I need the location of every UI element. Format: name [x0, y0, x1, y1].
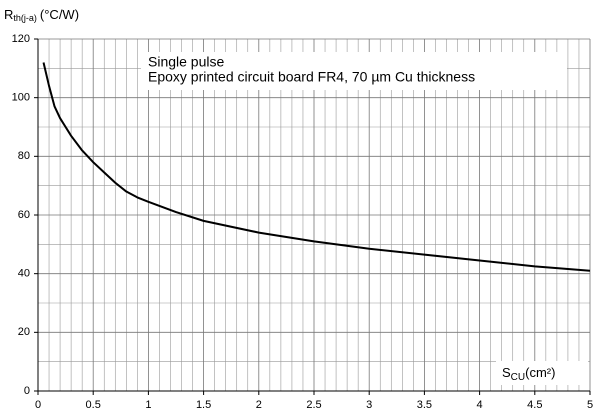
y-tick-label: 120: [12, 33, 30, 45]
annotation-box: Single pulse Epoxy printed circuit board…: [141, 52, 567, 90]
x-tick-label: 2.5: [306, 399, 321, 411]
annotation-bg: [141, 52, 567, 90]
y-label-unit: (°C/W): [40, 7, 79, 22]
x-label-bg: [496, 361, 588, 385]
y-tick-label: 40: [18, 268, 30, 280]
x-tick-label: 4: [477, 399, 483, 411]
grid: [37, 38, 591, 392]
x-tick-label: 3.5: [417, 399, 432, 411]
x-label-symbol: S: [502, 365, 511, 380]
y-tick-label: 80: [18, 150, 30, 162]
x-tick-label: 3: [366, 399, 372, 411]
x-label-subscript: CU: [511, 372, 525, 383]
annotation: Epoxy printed circuit board FR4, 70 µm C…: [148, 69, 475, 85]
x-tick-label: 5: [587, 399, 593, 411]
y-label-symbol: R: [4, 7, 13, 22]
y-tick-label: 20: [18, 326, 30, 338]
x-tick-label: 1: [145, 399, 151, 411]
y-label-subscript: th(j-a): [13, 13, 37, 23]
x-tick-label: 2: [256, 399, 262, 411]
y-axis-label: Rth(j-a) (°C/W): [4, 7, 79, 23]
line: [42, 62, 591, 272]
x-tick-label: 1.5: [196, 399, 211, 411]
x-tick-label: 0: [35, 399, 41, 411]
y-tick-label: 60: [18, 209, 30, 221]
x-label-unit: (cm²): [525, 365, 555, 380]
annotation: Single pulse: [148, 54, 224, 70]
x-tick-label: 0.5: [86, 399, 101, 411]
y-tick-label: 100: [12, 92, 30, 104]
x-axis-label: SCU(cm²): [502, 365, 555, 382]
x-tick-label: 4.5: [527, 399, 542, 411]
y-tick-label: 0: [24, 385, 30, 397]
